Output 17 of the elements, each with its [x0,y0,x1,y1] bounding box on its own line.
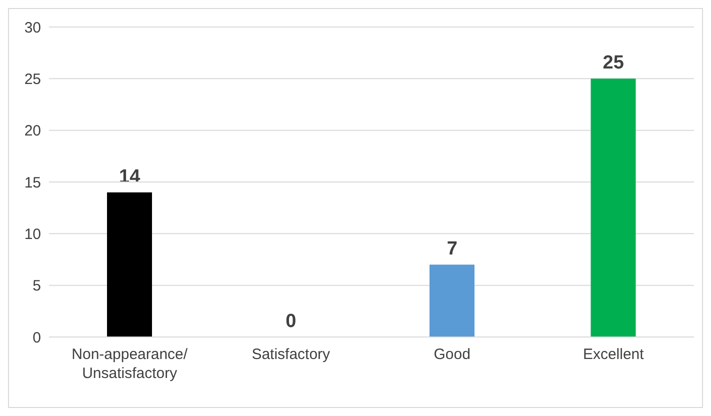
y-tick-label: 30 [24,19,41,36]
y-tick-label: 25 [24,70,41,88]
y-tick-label: 20 [24,122,41,140]
x-tick-label: Non-appearance/ Unsatisfactory [72,346,188,382]
data-label: 7 [446,238,458,260]
y-tick-label: 15 [24,174,41,192]
y-tick-label: 0 [32,329,41,346]
x-tick-label: Good [434,346,470,363]
x-tick-label: Excellent [582,346,645,363]
bar [590,78,636,337]
bar [430,264,474,337]
bar [107,192,152,337]
data-label: 0 [286,311,296,332]
data-label: 25 [602,52,624,74]
y-tick-label: 5 [32,278,41,295]
y-tick-label: 10 [24,226,41,243]
x-tick-label: Satisfactory [252,346,331,363]
